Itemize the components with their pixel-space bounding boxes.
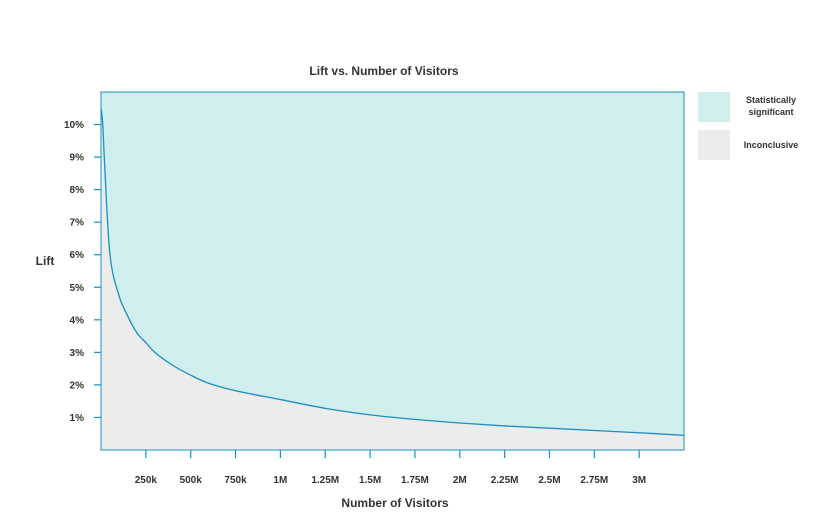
x-tick-label: 500k [180, 475, 203, 486]
x-tick-label: 250k [135, 475, 158, 486]
x-tick-label: 2M [453, 475, 467, 486]
legend-item-inconclusive: Inconclusive [698, 130, 808, 160]
y-tick-label: 10% [64, 120, 84, 131]
y-tick-label: 7% [70, 218, 85, 229]
x-tick-label: 2.5M [538, 475, 560, 486]
series-line [100, 108, 685, 436]
x-tick-label: 1.25M [311, 475, 339, 486]
chart-title: Lift vs. Number of Visitors [309, 64, 458, 78]
legend-item-significant: Statistically significant [698, 92, 808, 122]
x-tick-label: 2.25M [491, 475, 519, 486]
y-tick-label: 1% [70, 413, 85, 424]
y-tick-label: 2% [70, 380, 85, 391]
y-tick-label: 3% [70, 348, 85, 359]
plot-frame [100, 91, 685, 451]
region-inconclusive [101, 108, 684, 451]
legend-label-significant: Statistically significant [745, 95, 797, 117]
x-tick-label: 1M [273, 475, 287, 486]
legend-swatch-inconclusive [698, 130, 730, 160]
y-tick-label: 6% [70, 250, 85, 261]
x-axis-title: Number of Visitors [341, 496, 448, 510]
y-axis-title: Lift [36, 254, 55, 268]
y-tick-label: 8% [70, 185, 85, 196]
legend: Statistically significant Inconclusive [698, 92, 808, 168]
y-tick-label: 9% [70, 153, 85, 164]
plot-area: 1% 2% 3% 4% 5% 6% 7% 8% 9% 10% 250k 500k 750k 1M 1.25M… [64, 91, 685, 486]
y-tick-label: 4% [70, 315, 85, 326]
x-tick-label: 1.75M [401, 475, 429, 486]
x-tick-label: 750k [224, 475, 247, 486]
legend-label-inconclusive: Inconclusive [743, 140, 799, 150]
x-tick-label: 2.75M [580, 475, 608, 486]
x-tick-label: 3M [632, 475, 646, 486]
y-tick-label: 5% [70, 283, 85, 294]
legend-swatch-significant [698, 92, 730, 122]
x-tick-label: 1.5M [359, 475, 381, 486]
